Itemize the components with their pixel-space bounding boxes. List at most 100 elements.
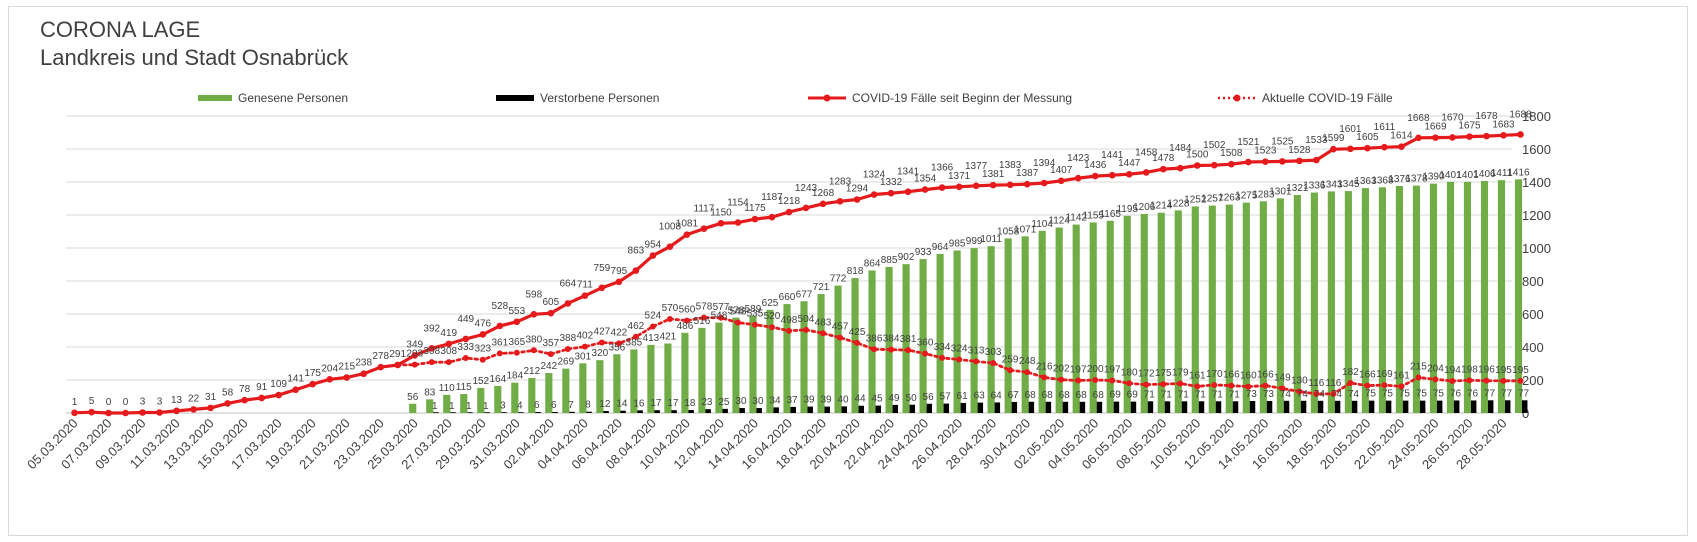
bar-recovered bbox=[1276, 198, 1284, 413]
label-active: 161 bbox=[1393, 370, 1410, 381]
point-active bbox=[717, 314, 724, 321]
label-total: 278 bbox=[372, 351, 389, 362]
bar-recovered bbox=[817, 294, 825, 413]
point-total bbox=[819, 200, 827, 208]
label-total: 1394 bbox=[1033, 158, 1056, 169]
point-active bbox=[598, 339, 605, 346]
label-recovered: 1206 bbox=[1133, 202, 1156, 213]
label-deaths: 12 bbox=[599, 399, 611, 410]
point-total bbox=[343, 374, 350, 381]
legend-recovered-swatch bbox=[198, 95, 232, 101]
label-deaths: 68 bbox=[1059, 390, 1071, 401]
label-deaths: 63 bbox=[974, 391, 986, 402]
bar-deaths bbox=[1266, 400, 1273, 413]
label-recovered: 320 bbox=[592, 348, 609, 359]
point-active bbox=[956, 356, 963, 363]
bar-recovered bbox=[766, 309, 774, 413]
label-recovered: 1214 bbox=[1150, 201, 1173, 212]
label-active: 384 bbox=[883, 334, 900, 345]
label-recovered: 1124 bbox=[1048, 216, 1070, 227]
label-active: 180 bbox=[1121, 367, 1138, 378]
label-total: 1175 bbox=[744, 203, 766, 214]
label-recovered: 421 bbox=[660, 332, 677, 343]
label-active: 200 bbox=[1087, 364, 1104, 375]
label-total: 1117 bbox=[694, 204, 715, 215]
label-active: 170 bbox=[1206, 369, 1223, 380]
label-total: 1599 bbox=[1322, 133, 1345, 144]
label-total: 22 bbox=[188, 393, 200, 404]
point-active bbox=[632, 333, 639, 340]
bar-deaths bbox=[450, 412, 456, 413]
point-active bbox=[1381, 382, 1388, 389]
y-tick-label: 1400 bbox=[1522, 175, 1551, 190]
point-total bbox=[717, 219, 725, 227]
point-total bbox=[1279, 158, 1286, 165]
bar-recovered bbox=[970, 248, 978, 413]
label-deaths: 71 bbox=[1161, 389, 1173, 400]
label-recovered: 1321 bbox=[1286, 183, 1309, 194]
point-active bbox=[666, 315, 673, 322]
point-total bbox=[105, 409, 112, 417]
bar-deaths bbox=[518, 412, 524, 413]
bar-recovered bbox=[783, 304, 791, 413]
label-deaths: 74 bbox=[1331, 389, 1343, 400]
label-active: 577 bbox=[713, 302, 730, 313]
label-recovered: 1275 bbox=[1235, 191, 1258, 202]
point-total bbox=[1142, 169, 1150, 176]
bar-recovered bbox=[1310, 192, 1318, 413]
bar-recovered bbox=[545, 373, 553, 413]
bar-deaths bbox=[739, 408, 745, 413]
label-deaths: 75 bbox=[1433, 389, 1445, 400]
label-recovered: 1401 bbox=[1456, 170, 1479, 181]
label-active: 198 bbox=[1461, 364, 1478, 375]
bar-recovered bbox=[868, 270, 876, 413]
label-deaths: 68 bbox=[1076, 390, 1088, 401]
label-total: 349 bbox=[406, 339, 423, 350]
label-deaths: 71 bbox=[1144, 389, 1156, 400]
bar-deaths bbox=[1096, 401, 1103, 413]
label-total: 31 bbox=[205, 392, 217, 403]
label-deaths: 73 bbox=[1263, 389, 1275, 400]
label-recovered: 413 bbox=[643, 333, 660, 344]
label-total: 1611 bbox=[1374, 122, 1396, 133]
bar-deaths bbox=[552, 412, 558, 413]
label-active: 483 bbox=[815, 317, 832, 328]
point-active bbox=[1330, 390, 1337, 397]
label-recovered: 589 bbox=[745, 304, 762, 315]
line-total bbox=[74, 132, 1521, 415]
bar-recovered bbox=[1191, 206, 1199, 413]
bar-deaths bbox=[722, 408, 728, 413]
label-recovered: 1228 bbox=[1167, 198, 1190, 209]
label-active: 197 bbox=[1104, 364, 1121, 375]
bar-deaths bbox=[1283, 400, 1290, 413]
point-total bbox=[309, 380, 316, 388]
point-active bbox=[1449, 377, 1456, 384]
point-total bbox=[190, 406, 197, 413]
point-active bbox=[1466, 377, 1473, 384]
label-total: 1670 bbox=[1441, 112, 1464, 123]
label-deaths: 74 bbox=[1348, 389, 1360, 400]
label-active: 166 bbox=[1223, 370, 1240, 381]
label-active: 560 bbox=[679, 305, 696, 316]
label-active: 202 bbox=[1053, 364, 1070, 375]
label-deaths: 6 bbox=[551, 400, 557, 411]
label-active: 381 bbox=[900, 334, 917, 345]
point-total bbox=[428, 345, 436, 352]
bar-recovered bbox=[1378, 187, 1386, 413]
point-active bbox=[820, 330, 827, 337]
label-recovered: 1165 bbox=[1099, 209, 1121, 220]
label-recovered: 1301 bbox=[1269, 186, 1292, 197]
point-active bbox=[1517, 377, 1524, 384]
point-total bbox=[972, 182, 980, 190]
label-total: 5 bbox=[89, 396, 95, 407]
label-deaths: 37 bbox=[786, 395, 798, 406]
label-deaths: 39 bbox=[803, 395, 815, 406]
label-total: 13 bbox=[171, 395, 183, 406]
label-recovered: 212 bbox=[523, 366, 540, 377]
point-total bbox=[1500, 132, 1507, 139]
label-active: 308 bbox=[423, 346, 440, 357]
y-tick-label: 1800 bbox=[1522, 109, 1551, 124]
point-total bbox=[88, 408, 95, 416]
label-total: 91 bbox=[256, 382, 268, 393]
label-deaths: 6 bbox=[534, 400, 540, 411]
